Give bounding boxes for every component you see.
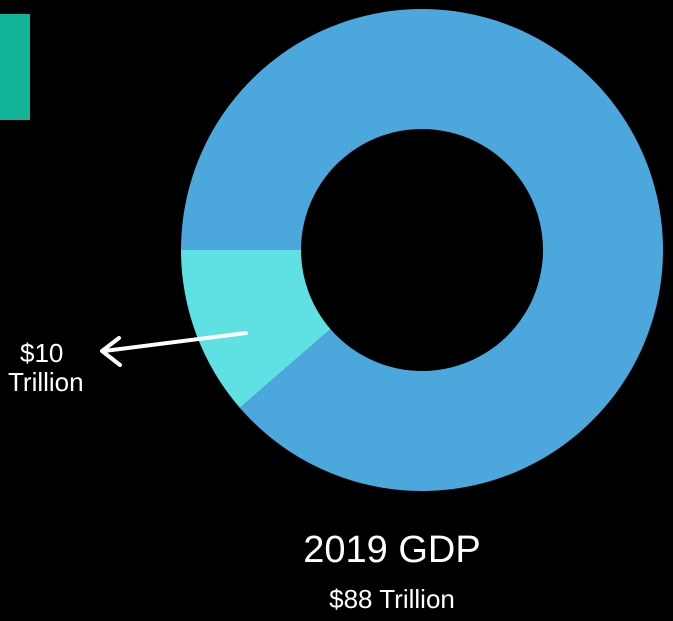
donut-slice-remainder	[181, 9, 663, 492]
callout-unit-label: Trillion	[8, 367, 84, 397]
callout-value-label: $10	[20, 338, 64, 368]
callout-arrow	[102, 331, 248, 353]
chart-subtitle: $88 Trillion	[329, 584, 455, 614]
donut-slice-highlighted	[181, 250, 331, 408]
donut-slices	[181, 9, 663, 492]
chart-title: 2019 GDP	[303, 529, 481, 571]
callout-arrowhead	[100, 336, 122, 367]
accent-bar	[0, 14, 30, 120]
